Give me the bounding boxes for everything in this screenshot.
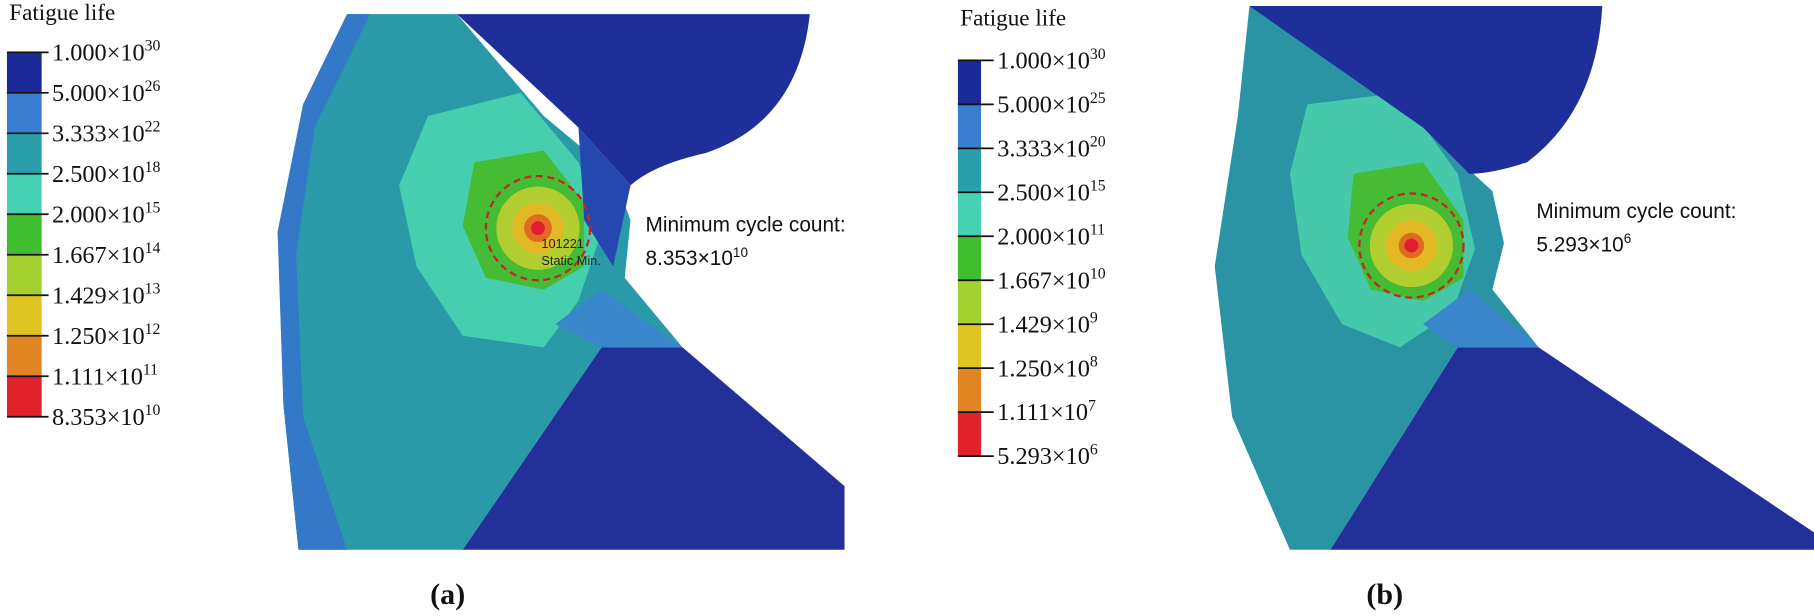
base: 3.333×10 [52, 120, 145, 147]
base: 2.500×10 [52, 161, 145, 188]
legend-title: Fatigue life [960, 6, 1066, 32]
annotation-value: 5.293×106 [1536, 231, 1631, 256]
marker-label: 101221 [541, 236, 583, 251]
legend-label: 2.500×1018 [52, 159, 161, 188]
legend-label: 1.667×1014 [52, 240, 161, 269]
exponent: 22 [145, 119, 161, 136]
base: 1.000×10 [52, 39, 145, 66]
base: 1.667×10 [52, 242, 145, 269]
exponent: 11 [1090, 222, 1105, 239]
base: 8.353×10 [646, 247, 733, 270]
base: 5.293×10 [997, 443, 1090, 470]
base: 5.000×10 [997, 91, 1090, 118]
legend-label: 2.000×1015 [52, 200, 161, 229]
exponent: 13 [145, 281, 161, 298]
exponent: 7 [1088, 398, 1096, 415]
legend-band [6, 52, 42, 93]
exponent: 15 [1090, 178, 1106, 195]
exponent: 12 [145, 321, 161, 338]
exponent: 10 [1090, 266, 1106, 283]
legend-band [6, 295, 42, 336]
legend-band [6, 254, 42, 296]
base: 1.429×10 [997, 311, 1090, 338]
exponent: 30 [145, 38, 161, 55]
legend-band [6, 335, 42, 377]
caption: (a) [430, 577, 465, 611]
legend-label: 1.429×1013 [52, 281, 161, 310]
exponent: 25 [1090, 90, 1106, 107]
legend-band [957, 324, 982, 369]
legend-label: 3.333×1020 [997, 134, 1106, 163]
legend-label: 3.333×1022 [52, 119, 161, 148]
legend-band [6, 133, 42, 174]
legend-band [6, 376, 42, 417]
exponent: 10 [733, 245, 748, 260]
legend-band [957, 104, 982, 149]
exponent: 8 [1090, 354, 1098, 371]
legend-label: 1.000×1030 [997, 46, 1106, 75]
model-a [277, 14, 845, 550]
annotation-label: Minimum cycle count: [646, 214, 846, 237]
legend-label: 5.293×106 [997, 441, 1098, 470]
exponent: 14 [145, 240, 161, 257]
legend-label: 1.111×107 [997, 398, 1096, 427]
legend-label: 5.000×1026 [52, 78, 161, 107]
base: 5.000×10 [52, 80, 145, 107]
legend-band [957, 280, 982, 325]
legend-label: 1.250×1012 [52, 321, 161, 350]
caption: (b) [1366, 577, 1403, 611]
legend-label: 1.250×108 [997, 354, 1098, 383]
model-b [1214, 6, 1814, 550]
base: 1.111×10 [997, 399, 1088, 426]
base: 2.000×10 [52, 201, 145, 228]
base: 1.111×10 [52, 363, 143, 390]
legend-label: 1.000×1030 [52, 38, 161, 67]
legend-band [957, 192, 982, 237]
annotation-value: 8.353×1010 [646, 245, 748, 270]
exponent: 18 [145, 159, 161, 176]
exponent: 15 [145, 200, 161, 217]
marker-label: Static Min. [541, 253, 600, 268]
legend-band [957, 412, 982, 457]
legend-band [6, 214, 42, 255]
legend-band [957, 148, 982, 193]
base: 8.353×10 [52, 404, 145, 431]
base: 3.333×10 [997, 135, 1090, 162]
base: 1.250×10 [52, 323, 145, 350]
base: 2.000×10 [997, 223, 1090, 250]
base: 1.000×10 [997, 48, 1090, 75]
legend-band [957, 236, 982, 281]
legend-label: 1.667×1010 [997, 266, 1106, 295]
exponent: 11 [143, 362, 158, 379]
legend-band [957, 60, 982, 105]
legend-title: Fatigue life [9, 0, 115, 26]
legend-label: 5.000×1025 [997, 90, 1106, 119]
legend-band [6, 92, 42, 134]
exponent: 10 [145, 402, 161, 419]
exponent: 6 [1624, 231, 1632, 246]
base: 1.250×10 [997, 355, 1090, 382]
base: 5.293×10 [1536, 233, 1623, 256]
exponent: 9 [1090, 310, 1098, 327]
legend-band [957, 368, 982, 413]
legend-label: 1.111×1011 [52, 362, 158, 391]
base: 1.429×10 [52, 282, 145, 309]
base: 2.500×10 [997, 179, 1090, 206]
exponent: 6 [1090, 441, 1098, 458]
legend-label: 2.500×1015 [997, 178, 1106, 207]
exponent: 30 [1090, 46, 1106, 63]
base: 1.667×10 [997, 267, 1090, 294]
exponent: 26 [145, 78, 161, 95]
legend-label: 2.000×1011 [997, 222, 1105, 251]
legend-band [6, 173, 42, 215]
annotation-label: Minimum cycle count: [1536, 200, 1736, 223]
legend-label: 8.353×1010 [52, 402, 161, 431]
exponent: 20 [1090, 134, 1106, 151]
legend-label: 1.429×109 [997, 310, 1098, 339]
